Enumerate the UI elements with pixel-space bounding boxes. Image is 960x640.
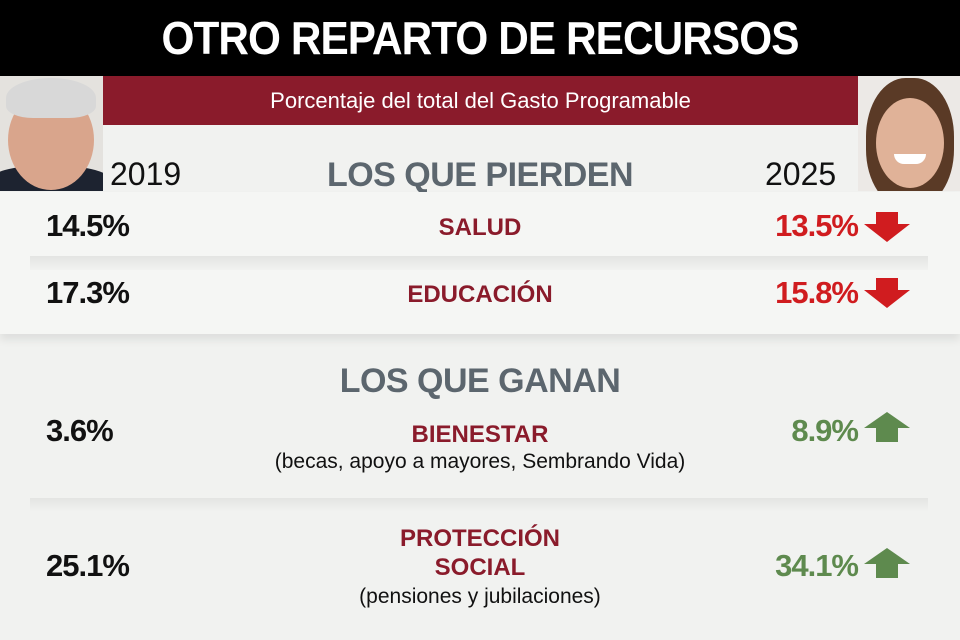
- title: OTRO REPARTO DE RECURSOS: [161, 12, 799, 64]
- arrow-up-icon: [864, 412, 910, 442]
- section-losers: LOS QUE PIERDEN: [326, 156, 634, 194]
- arrow-down-icon: [864, 212, 910, 242]
- title-bar: [0, 0, 960, 76]
- value-2019: 25.1%: [46, 548, 130, 583]
- category-note: (becas, apoyo a mayores, Sembrando Vida): [274, 450, 686, 473]
- category-note: (pensiones y jubilaciones): [359, 585, 601, 608]
- divider: [30, 256, 928, 270]
- category-label: PROTECCIÓN: [399, 525, 560, 552]
- value-2025: 34.1%: [775, 548, 859, 583]
- year-2025-header: 2025: [765, 156, 837, 192]
- subtitle-banner: Porcentaje del total del Gasto Programab…: [103, 76, 858, 125]
- value-2019: 3.6%: [46, 413, 114, 448]
- value-2019: 17.3%: [46, 275, 130, 310]
- photo-right-person: [858, 76, 960, 191]
- category-label: SALUD: [438, 214, 522, 241]
- arrow-down-icon: [864, 278, 910, 308]
- value-2025: 13.5%: [775, 208, 859, 243]
- divider: [30, 498, 928, 512]
- section-winners: LOS QUE GANAN: [339, 362, 621, 400]
- category-label: EDUCACIÓN: [407, 281, 553, 308]
- value-2019: 14.5%: [46, 208, 130, 243]
- photo-left-person: [0, 76, 103, 191]
- arrow-up-icon: [864, 548, 910, 578]
- year-2019-header: 2019: [110, 156, 182, 192]
- value-2025: 15.8%: [775, 275, 859, 310]
- category-label: BIENESTAR: [411, 421, 549, 448]
- category-label-line2: SOCIAL: [434, 554, 526, 581]
- value-2025: 8.9%: [791, 413, 859, 448]
